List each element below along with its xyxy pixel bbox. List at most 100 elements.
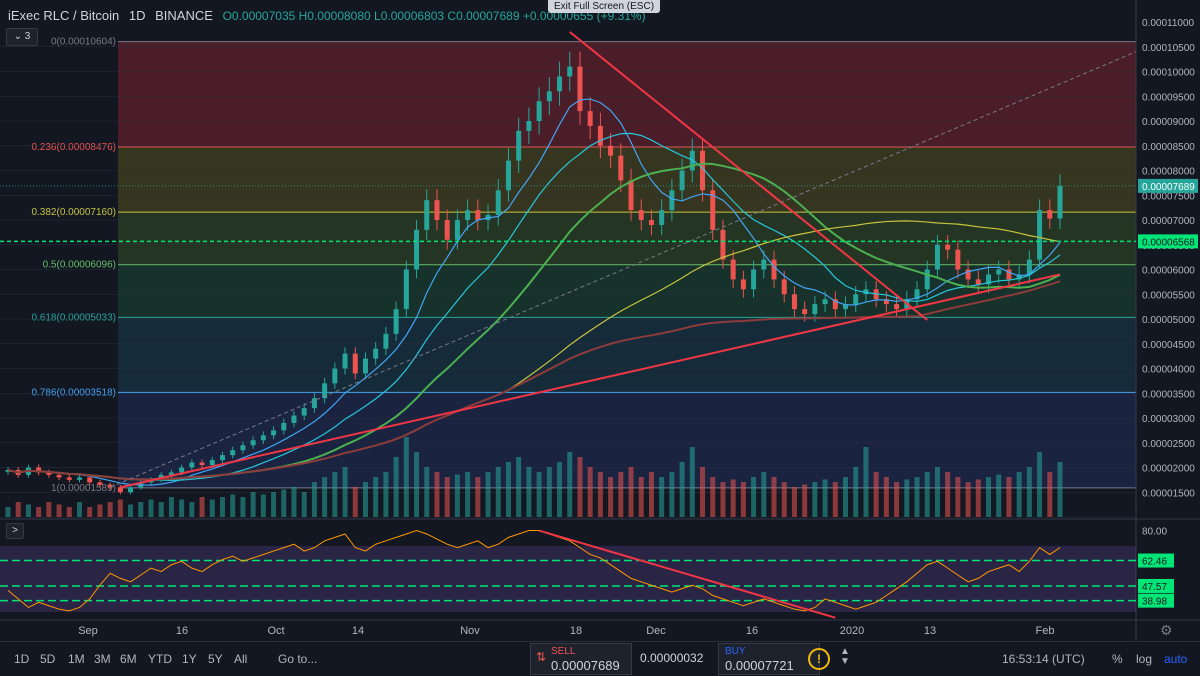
log-toggle[interactable]: log (1136, 652, 1153, 666)
volume-bar (230, 494, 236, 517)
candle-body (66, 477, 72, 480)
volume-bar (403, 437, 409, 517)
candle-body (1016, 274, 1022, 280)
candle-body (567, 66, 573, 77)
time-tick: 14 (352, 625, 364, 637)
volume-bar (128, 504, 134, 517)
rsi-legend-toggle[interactable]: > (6, 523, 24, 539)
interval-label[interactable]: 1D (128, 8, 146, 23)
candle-body (628, 180, 634, 211)
candle-body (700, 150, 706, 191)
candle-body (516, 130, 522, 161)
volume-bar (199, 497, 205, 517)
buy-button[interactable]: BUY 0.00007721 (718, 643, 820, 675)
indicator-legend-toggle[interactable]: ⌄ 3 (6, 28, 38, 46)
candle-body (219, 455, 225, 461)
time-tick: Nov (460, 625, 480, 637)
candle-body (679, 170, 685, 191)
sell-label: SELL (551, 646, 576, 657)
volume-bar (904, 479, 910, 517)
candle-body (638, 210, 644, 220)
rsi-trendline (538, 529, 836, 619)
range-button-1d[interactable]: 1D (14, 652, 30, 666)
candle-body (383, 333, 389, 349)
rsi-level-tag (1138, 553, 1174, 568)
candle-body (250, 440, 256, 446)
price-tick: 0.00008500 (1142, 142, 1195, 153)
range-button-ytd[interactable]: YTD (148, 652, 172, 666)
rsi-level-label: 47.57 (1142, 582, 1167, 593)
range-button-6m[interactable]: 6M (120, 652, 137, 666)
volume-bar (87, 507, 93, 517)
range-button-all[interactable]: All (234, 652, 248, 666)
candle-body (1057, 185, 1063, 219)
candle-body (587, 111, 593, 126)
volume-bar (444, 477, 450, 517)
volume-bar (638, 477, 644, 517)
volume-bar (812, 482, 818, 517)
volume-bar (46, 502, 52, 517)
candle-body (465, 210, 471, 220)
trendline-resistance (569, 31, 928, 321)
candle-body (648, 220, 654, 225)
volume-bar (485, 472, 491, 517)
range-button-1y[interactable]: 1Y (182, 652, 197, 666)
volume-bar (863, 447, 869, 517)
volume-bar (168, 497, 174, 517)
candle-body (751, 269, 757, 290)
candle-body (608, 145, 614, 156)
fib-label: 0.5(0.00006096) (43, 260, 116, 271)
volume-bar (924, 472, 930, 517)
candle-body (894, 304, 900, 310)
candle-body (955, 249, 961, 270)
time-tick: 16 (746, 625, 758, 637)
candle-body (209, 460, 215, 466)
info-icon[interactable]: ! (808, 648, 830, 670)
volume-bar (843, 477, 849, 517)
volume-bar (853, 467, 859, 517)
range-button-5y[interactable]: 5Y (208, 652, 223, 666)
volume-bar (536, 472, 542, 517)
volume-bar (66, 507, 72, 517)
range-button-5d[interactable]: 5D (40, 652, 56, 666)
trendline-dashed (109, 51, 1137, 488)
volume-bar (342, 467, 348, 517)
candle-body (230, 450, 236, 456)
volume-bar (1037, 452, 1043, 517)
time-tick: Oct (267, 625, 284, 637)
candle-body (1037, 210, 1043, 260)
volume-bar (424, 467, 430, 517)
volume-bar (393, 457, 399, 517)
rsi-level-label: 62.46 (1142, 557, 1167, 568)
volume-bar (1047, 472, 1053, 517)
buy-price: 0.00007721 (725, 658, 794, 673)
marker-price-tag (1138, 234, 1198, 249)
volume-bar (873, 472, 879, 517)
sell-button[interactable]: ⇅ SELL 0.00007689 (530, 643, 632, 675)
clock: 16:53:14 (UTC) (1002, 652, 1085, 666)
volume-bar (1016, 472, 1022, 517)
candle-body (812, 304, 818, 315)
volume-bar (1006, 477, 1012, 517)
range-button-1m[interactable]: 1M (68, 652, 85, 666)
goto-button[interactable]: Go to... (278, 652, 318, 666)
candle-body (536, 101, 542, 121)
exit-fullscreen-button[interactable]: Exit Full Screen (ESC) (548, 0, 661, 13)
candle-body (46, 472, 52, 475)
gear-icon[interactable]: ⚙ (1160, 622, 1173, 638)
volume-bar (76, 502, 82, 517)
percent-toggle[interactable]: % (1112, 652, 1123, 666)
volume-bar (557, 462, 563, 517)
expand-icon[interactable]: ▲ ▼ (840, 646, 850, 667)
range-button-3m[interactable]: 3M (94, 652, 111, 666)
volume-bar (260, 494, 266, 517)
auto-toggle[interactable]: auto (1164, 652, 1188, 666)
candle-body (822, 299, 828, 305)
candle-body (281, 422, 287, 431)
volume-bar (934, 467, 940, 517)
ma-200-line (7, 280, 1061, 481)
candle-body (117, 487, 123, 493)
symbol-title[interactable]: iExec RLC / Bitcoin (8, 8, 120, 23)
candle-body (791, 294, 797, 310)
